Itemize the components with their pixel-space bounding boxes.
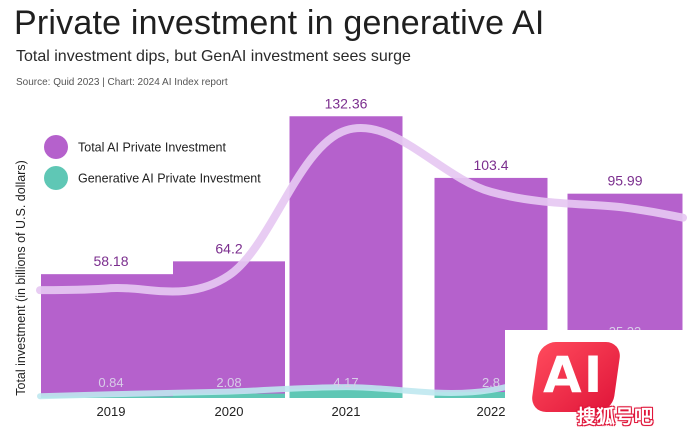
watermark-caption: 搜狐号吧 <box>577 406 654 428</box>
total-investment-value-label: 58.18 <box>93 253 128 269</box>
total-investment-value-label: 95.99 <box>607 173 642 189</box>
generative-investment-value-label: 0.84 <box>98 375 123 390</box>
generative-investment-value-label: 2.08 <box>216 375 241 390</box>
chart-title: Private investment in generative AI <box>14 4 545 42</box>
watermark-logo: AI 搜狐号吧 <box>505 330 700 434</box>
legend-label-generative: Generative AI Private Investment <box>78 172 261 186</box>
x-axis-tick-label: 2020 <box>215 404 244 419</box>
total-investment-bar <box>173 261 285 398</box>
legend-label-total: Total AI Private Investment <box>78 141 227 155</box>
x-axis-tick-label: 2019 <box>97 404 126 419</box>
total-investment-trend-line <box>36 124 687 296</box>
chart-subtitle: Total investment dips, but GenAI investm… <box>16 48 411 65</box>
generative-investment-value-label: 2.8 <box>482 375 500 390</box>
y-axis-label: Total investment (in billions of U.S. do… <box>14 160 28 396</box>
generative-investment-bar <box>289 389 403 398</box>
generative-investment-bar <box>173 393 285 398</box>
watermark-badge-text: AI <box>543 346 605 404</box>
chart-source: Source: Quid 2023 | Chart: 2024 AI Index… <box>16 77 228 88</box>
x-axis-tick-label: 2022 <box>477 404 506 419</box>
legend-swatch-total <box>44 135 68 159</box>
generative-investment-bar <box>434 392 548 398</box>
x-axis-tick-label: 2021 <box>332 404 361 419</box>
total-investment-value-label: 132.36 <box>325 95 368 111</box>
total-investment-value-label: 103.4 <box>473 157 508 173</box>
total-investment-value-label: 64.2 <box>215 240 242 256</box>
legend-swatch-generative <box>44 166 68 190</box>
generative-investment-value-label: 4.17 <box>333 375 358 390</box>
